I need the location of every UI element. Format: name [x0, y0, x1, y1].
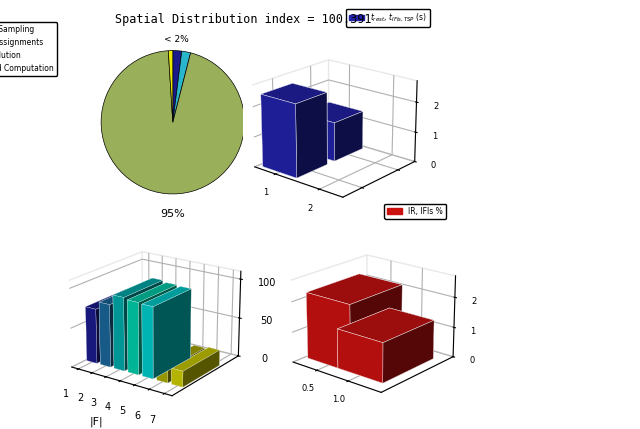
X-axis label: |F|: |F|	[90, 416, 104, 426]
Legend: IR, IFIs %: IR, IFIs %	[384, 204, 446, 219]
Wedge shape	[173, 51, 191, 122]
Legend: $t_{rest}$, $t_{IFIs,TSP}$ (s): $t_{rest}$, $t_{IFIs,TSP}$ (s)	[346, 9, 430, 27]
Wedge shape	[101, 51, 244, 194]
Text: < 2%: < 2%	[164, 35, 189, 44]
Wedge shape	[173, 51, 182, 122]
Wedge shape	[168, 51, 173, 122]
Text: 95%: 95%	[161, 209, 185, 219]
Text: Spatial Distribution index = 100.391: Spatial Distribution index = 100.391	[115, 13, 371, 26]
Legend: SetUp Sampling, Time Assignments, TSP Solution, Reward Computation: SetUp Sampling, Time Assignments, TSP So…	[0, 22, 57, 76]
